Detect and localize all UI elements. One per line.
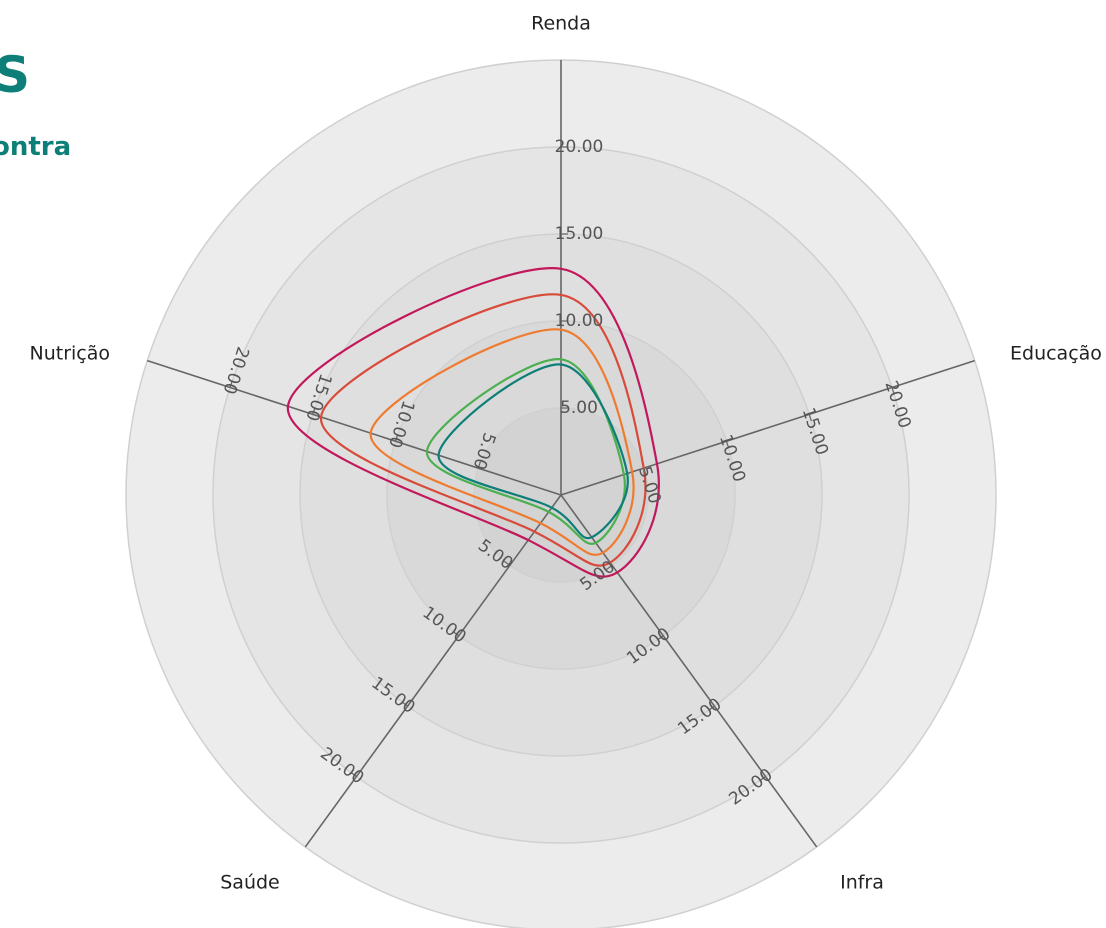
axis-title: Infra xyxy=(840,872,884,894)
axis-tick xyxy=(891,387,895,395)
axis-tick xyxy=(394,434,399,442)
series-line xyxy=(369,328,635,556)
page-title: S xyxy=(0,46,31,104)
axis-tick xyxy=(312,407,316,415)
axis-tick xyxy=(477,461,481,469)
axis-tick xyxy=(606,564,613,570)
series-line xyxy=(437,363,629,540)
tick-label: 10.00 xyxy=(555,311,604,331)
tick-label: 15.00 xyxy=(555,224,604,244)
axis-tick xyxy=(759,776,766,782)
axis-tick xyxy=(708,705,715,711)
axis-title: Educação xyxy=(1010,343,1102,365)
axis-line xyxy=(304,494,562,848)
series-line xyxy=(286,267,660,578)
tick-label: 20.00 xyxy=(555,137,604,157)
axis-tick xyxy=(350,771,357,778)
axis-tick xyxy=(452,631,460,637)
tick-label: 5.00 xyxy=(560,398,598,418)
axis-tick xyxy=(503,560,511,566)
axis-line xyxy=(560,359,975,496)
axis-tick xyxy=(725,441,730,449)
axis-title: Nutrição xyxy=(29,343,110,365)
axis-line xyxy=(560,494,818,848)
axis-tick xyxy=(643,467,647,475)
axis-line xyxy=(147,359,562,496)
axis-tick xyxy=(808,414,812,422)
series-line xyxy=(425,358,626,546)
axis-tick xyxy=(401,701,408,707)
axis-tick xyxy=(229,380,233,388)
axis-tick xyxy=(657,635,664,641)
page-subtitle: ontra xyxy=(0,132,72,162)
axis-title: Saúde xyxy=(220,872,280,894)
series-line xyxy=(319,293,647,567)
axis-title: Renda xyxy=(531,13,591,35)
